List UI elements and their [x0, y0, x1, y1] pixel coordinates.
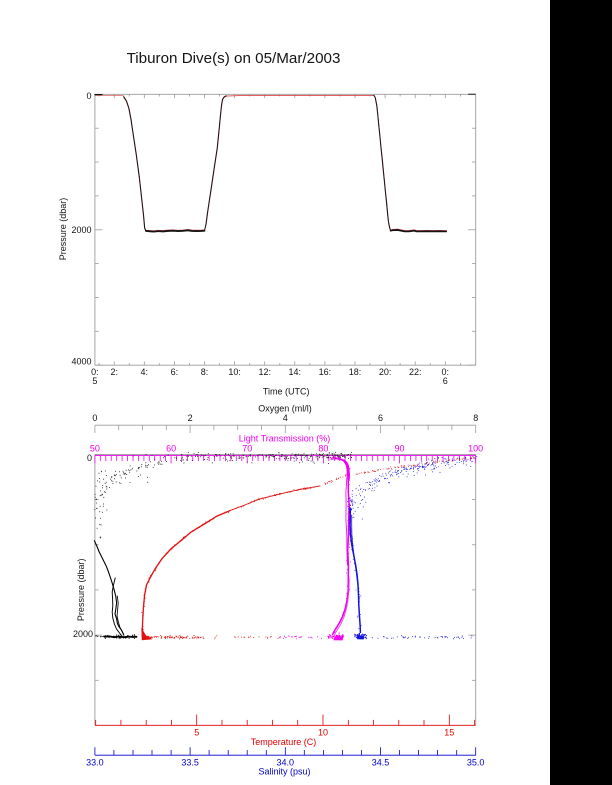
- svg-text:2000: 2000: [71, 225, 91, 235]
- svg-text:2:: 2:: [110, 367, 118, 377]
- svg-text:34.0: 34.0: [277, 757, 295, 767]
- svg-text:70: 70: [242, 444, 252, 454]
- svg-text:2000: 2000: [73, 629, 93, 639]
- svg-text:22:: 22:: [409, 367, 422, 377]
- svg-text:60: 60: [166, 444, 176, 454]
- svg-text:10: 10: [318, 727, 328, 737]
- svg-text:10:: 10:: [228, 367, 241, 377]
- svg-text:0:: 0:: [442, 367, 450, 377]
- svg-text:Tiburon Dive(s) on 05/Mar/2003: Tiburon Dive(s) on 05/Mar/2003: [127, 50, 341, 67]
- svg-text:100: 100: [468, 444, 483, 454]
- svg-text:50: 50: [90, 444, 100, 454]
- svg-text:12:: 12:: [258, 367, 271, 377]
- svg-text:0: 0: [87, 453, 92, 463]
- svg-text:20:: 20:: [379, 367, 392, 377]
- svg-text:35.0: 35.0: [467, 757, 485, 767]
- svg-text:5: 5: [194, 727, 199, 737]
- svg-text:15: 15: [444, 727, 454, 737]
- svg-text:16:: 16:: [319, 367, 332, 377]
- svg-text:0: 0: [92, 413, 97, 423]
- svg-text:33.0: 33.0: [86, 757, 104, 767]
- svg-text:6: 6: [378, 413, 383, 423]
- svg-text:8:: 8:: [201, 367, 209, 377]
- svg-text:6: 6: [443, 376, 448, 386]
- svg-text:6:: 6:: [171, 367, 179, 377]
- svg-text:90: 90: [394, 444, 404, 454]
- svg-text:4:: 4:: [141, 367, 149, 377]
- svg-text:Salinity (psu): Salinity (psu): [258, 767, 310, 777]
- svg-text:33.5: 33.5: [181, 757, 199, 767]
- svg-text:34.5: 34.5: [372, 757, 390, 767]
- svg-text:2: 2: [188, 413, 193, 423]
- svg-text:Time (UTC): Time (UTC): [263, 386, 310, 396]
- svg-text:4: 4: [283, 413, 288, 423]
- svg-text:Temperature (C): Temperature (C): [251, 737, 317, 747]
- svg-text:5: 5: [92, 376, 97, 386]
- svg-text:0:: 0:: [91, 367, 99, 377]
- svg-text:Light Transmission (%): Light Transmission (%): [239, 434, 331, 444]
- svg-text:8: 8: [473, 413, 478, 423]
- svg-text:80: 80: [318, 444, 328, 454]
- svg-text:Pressure (dbar): Pressure (dbar): [76, 559, 86, 622]
- svg-text:18:: 18:: [349, 367, 362, 377]
- svg-text:Oxygen (ml/l): Oxygen (ml/l): [258, 403, 312, 413]
- svg-text:Pressure (dbar): Pressure (dbar): [58, 198, 68, 261]
- svg-text:0: 0: [86, 91, 91, 101]
- svg-text:4000: 4000: [71, 357, 91, 367]
- svg-text:14:: 14:: [289, 367, 302, 377]
